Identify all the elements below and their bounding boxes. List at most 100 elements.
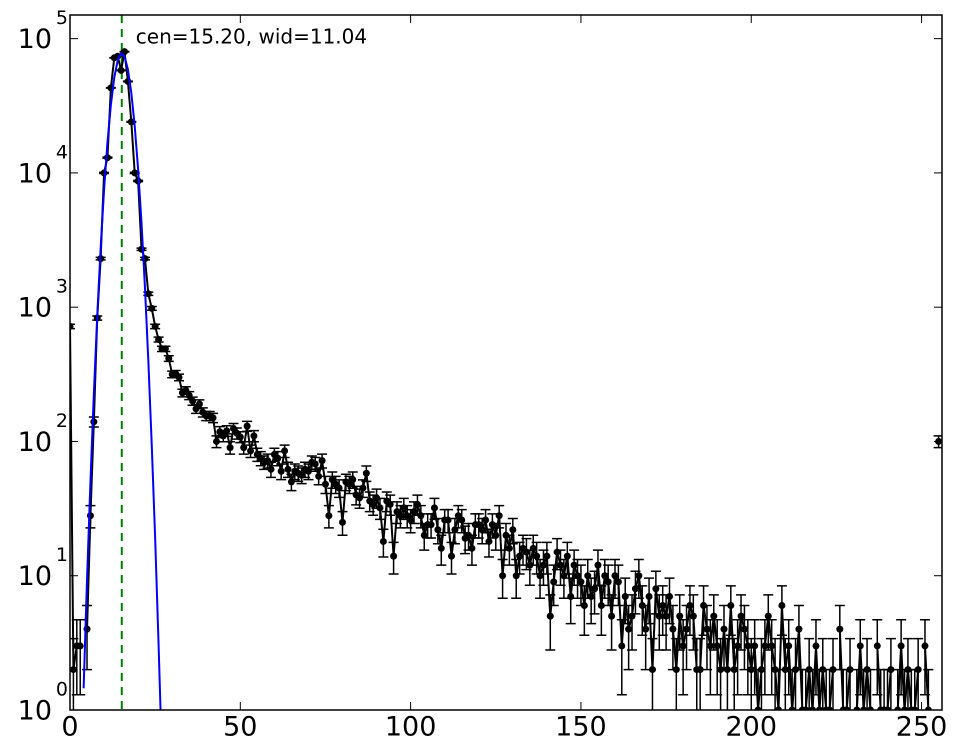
data-point bbox=[359, 484, 367, 492]
error-bar bbox=[845, 637, 856, 710]
data-point bbox=[131, 169, 139, 177]
data-point bbox=[669, 625, 677, 633]
y-tick-exponent: 0 bbox=[56, 679, 68, 701]
data-point bbox=[723, 666, 731, 674]
data-point bbox=[727, 602, 735, 610]
data-point bbox=[703, 625, 711, 633]
data-point bbox=[577, 578, 585, 586]
data-point bbox=[652, 585, 660, 593]
data-point bbox=[550, 578, 558, 586]
data-point bbox=[482, 516, 490, 524]
data-point bbox=[574, 572, 582, 580]
y-tick-label: 10 bbox=[18, 293, 52, 324]
data-point bbox=[267, 465, 275, 473]
data-point bbox=[315, 472, 323, 480]
data-point bbox=[621, 593, 629, 601]
x-tick-label: 250 bbox=[896, 712, 948, 743]
data-point bbox=[594, 561, 602, 569]
data-point bbox=[604, 578, 612, 586]
data-point bbox=[434, 526, 442, 534]
data-point bbox=[413, 500, 421, 508]
data-point bbox=[873, 642, 881, 650]
data-point bbox=[901, 706, 909, 710]
data-point bbox=[679, 642, 687, 650]
data-point bbox=[662, 612, 670, 620]
data-point bbox=[761, 642, 769, 650]
data-point bbox=[567, 593, 575, 601]
data-point bbox=[468, 544, 476, 552]
data-point bbox=[720, 625, 728, 633]
y-tick-label: 10 bbox=[18, 696, 52, 727]
fit-line bbox=[82, 51, 162, 710]
data-point bbox=[321, 480, 329, 488]
x-tick-label: 150 bbox=[555, 712, 607, 743]
data-point bbox=[492, 531, 500, 539]
data-point bbox=[369, 500, 377, 508]
data-point bbox=[458, 516, 466, 524]
data-point bbox=[533, 552, 541, 560]
data-point bbox=[499, 572, 507, 580]
data-point bbox=[686, 602, 694, 610]
data-point bbox=[335, 484, 343, 492]
error-bar bbox=[770, 637, 781, 710]
data-point bbox=[655, 612, 663, 620]
plot-area bbox=[70, 15, 942, 710]
data-point bbox=[785, 642, 793, 650]
y-tick-label: 10 bbox=[18, 24, 52, 55]
data-point bbox=[376, 504, 384, 512]
data-point bbox=[914, 666, 922, 674]
data-point bbox=[475, 521, 483, 529]
data-point bbox=[751, 642, 759, 650]
data-point bbox=[768, 642, 776, 650]
error-bar bbox=[75, 619, 86, 696]
data-point bbox=[175, 373, 183, 381]
data-point bbox=[713, 642, 721, 650]
data-point bbox=[485, 537, 493, 545]
data-point bbox=[884, 706, 891, 710]
data-point bbox=[546, 612, 554, 620]
data-point bbox=[601, 572, 609, 580]
data-point bbox=[734, 642, 742, 650]
data-point bbox=[226, 444, 234, 452]
error-bar bbox=[804, 637, 815, 710]
data-point bbox=[70, 322, 74, 330]
data-point bbox=[448, 552, 455, 560]
data-point bbox=[618, 642, 626, 650]
data-point bbox=[625, 625, 633, 633]
data-point bbox=[274, 454, 282, 462]
data-point bbox=[597, 602, 605, 610]
data-point bbox=[516, 552, 524, 560]
data-point bbox=[325, 512, 333, 520]
data-point bbox=[659, 602, 667, 610]
data-point bbox=[127, 118, 135, 126]
data-point bbox=[563, 552, 571, 560]
data-point bbox=[666, 593, 673, 601]
data-point bbox=[121, 48, 128, 56]
y-tick-exponent: 5 bbox=[56, 7, 68, 29]
data-point bbox=[243, 422, 251, 430]
data-point bbox=[737, 612, 745, 620]
data-point bbox=[148, 304, 156, 312]
y-tick-exponent: 3 bbox=[56, 276, 68, 298]
data-point bbox=[165, 354, 173, 362]
error-bar bbox=[725, 585, 736, 637]
data-point bbox=[764, 612, 772, 620]
error-bar bbox=[862, 637, 873, 710]
data-point bbox=[911, 706, 919, 710]
data-point bbox=[144, 290, 152, 298]
y-tick-label: 10 bbox=[18, 158, 52, 189]
data-point bbox=[757, 666, 765, 674]
data-point bbox=[778, 602, 786, 610]
data-point bbox=[730, 666, 738, 674]
x-tick-label: 200 bbox=[725, 712, 777, 743]
annotation: cen=15.20, wid=11.04 bbox=[136, 25, 367, 49]
data-point bbox=[570, 561, 578, 569]
data-point bbox=[557, 561, 564, 569]
data-point bbox=[223, 427, 231, 435]
data-point bbox=[539, 561, 547, 569]
y-tick-exponent: 1 bbox=[56, 544, 68, 566]
y-tick-label: 10 bbox=[18, 561, 52, 592]
data-point bbox=[420, 531, 428, 539]
error-bar bbox=[70, 323, 75, 330]
data-point bbox=[631, 585, 639, 593]
